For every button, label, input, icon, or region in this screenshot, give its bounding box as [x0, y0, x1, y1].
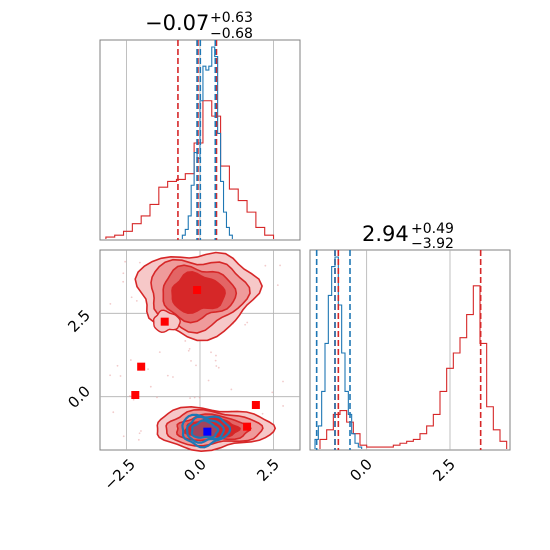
- blue-marker: [203, 427, 212, 436]
- panel-title-lower: −0.68: [210, 26, 253, 42]
- scatter-point: [187, 349, 190, 352]
- red-marker: [160, 317, 169, 326]
- scatter-point: [198, 396, 201, 399]
- scatter-point: [140, 430, 142, 432]
- scatter-point: [217, 366, 220, 369]
- red-marker: [243, 422, 252, 431]
- scatter-point: [135, 299, 138, 302]
- scatter-point: [122, 272, 125, 275]
- blue-contour-level: [181, 413, 232, 449]
- scatter-point: [129, 359, 132, 361]
- scatter-point: [122, 280, 125, 283]
- scatter-point: [122, 435, 125, 438]
- y-tick-label: 0.0: [64, 382, 94, 412]
- marker-points: [131, 286, 260, 436]
- histogram-step-line: [319, 285, 508, 449]
- scatter-point: [190, 360, 192, 362]
- scatter-point: [158, 351, 161, 354]
- scatter-point: [189, 397, 191, 400]
- scatter-point: [282, 380, 284, 383]
- scatter-point: [156, 396, 158, 399]
- scatter-point: [172, 376, 174, 378]
- scatter-point: [282, 405, 284, 407]
- x-tick-label: 0.0: [346, 455, 376, 485]
- panel-title-upper: +0.49: [411, 221, 454, 237]
- scatter-point: [276, 284, 279, 287]
- scatter-point: [215, 365, 218, 367]
- scatter-point: [271, 391, 274, 394]
- quantile-lines: [177, 40, 218, 240]
- x-tick-label: 2.5: [429, 455, 459, 485]
- histogram-panel-y: 2.94 +0.49 −3.92 0.0 2.5: [309, 221, 511, 485]
- scatter-point: [188, 347, 191, 350]
- histogram-series: [105, 46, 275, 239]
- scatter-point: [132, 398, 135, 401]
- scatter-point: [116, 364, 119, 367]
- y-tick-label: 2.5: [64, 306, 94, 336]
- scatter-point: [149, 385, 152, 388]
- scatter-point: [210, 351, 212, 354]
- grid-lines: [366, 250, 451, 450]
- scatter-point: [147, 368, 149, 371]
- axes-frame: [309, 249, 511, 451]
- scatter-point: [109, 302, 112, 305]
- scatter-point: [109, 374, 112, 377]
- red-marker: [193, 286, 202, 294]
- scatter-point: [279, 264, 281, 267]
- scatter-point: [112, 411, 115, 414]
- blue-contour-level: [185, 415, 226, 444]
- panel-title-main: 2.94: [362, 222, 409, 246]
- panel-title-upper: +0.63: [210, 10, 253, 26]
- scatter-point: [184, 340, 187, 342]
- scatter-point: [193, 396, 196, 399]
- histogram-step-line: [105, 100, 275, 239]
- x-tick-label: −2.5: [101, 455, 139, 493]
- scatter-point: [246, 321, 249, 324]
- scatter-point: [195, 364, 197, 367]
- red-marker: [137, 362, 146, 371]
- scatter-point: [261, 412, 264, 415]
- panel-title-main: −0.07: [145, 11, 209, 35]
- x-tick-label: 0.0: [180, 455, 210, 485]
- scatter-point: [128, 395, 131, 397]
- scatter-point: [138, 261, 141, 264]
- scatter-point: [214, 359, 217, 362]
- scatter-point: [130, 296, 133, 299]
- scatter-point: [119, 375, 122, 377]
- scatter-point: [215, 354, 217, 357]
- scatter-point: [207, 379, 210, 382]
- x-tick-label: 2.5: [253, 455, 283, 485]
- red-marker: [131, 391, 140, 399]
- scatter-point: [244, 323, 247, 326]
- scatter-point: [230, 388, 233, 391]
- scatter-point: [124, 260, 127, 263]
- contour-panel: −2.5 0.0 2.5 0.0 2.5: [64, 249, 301, 494]
- red-marker: [251, 401, 260, 409]
- panel-title-lower: −3.92: [411, 236, 454, 252]
- scatter-point: [264, 264, 267, 267]
- quantile-lines: [315, 250, 482, 450]
- scatter-point: [166, 374, 169, 377]
- histogram-panel-x: −0.07 +0.63 −0.68: [99, 10, 301, 241]
- scatter-point: [137, 438, 140, 441]
- histogram-step-line: [181, 46, 233, 239]
- scatter-point: [138, 432, 141, 435]
